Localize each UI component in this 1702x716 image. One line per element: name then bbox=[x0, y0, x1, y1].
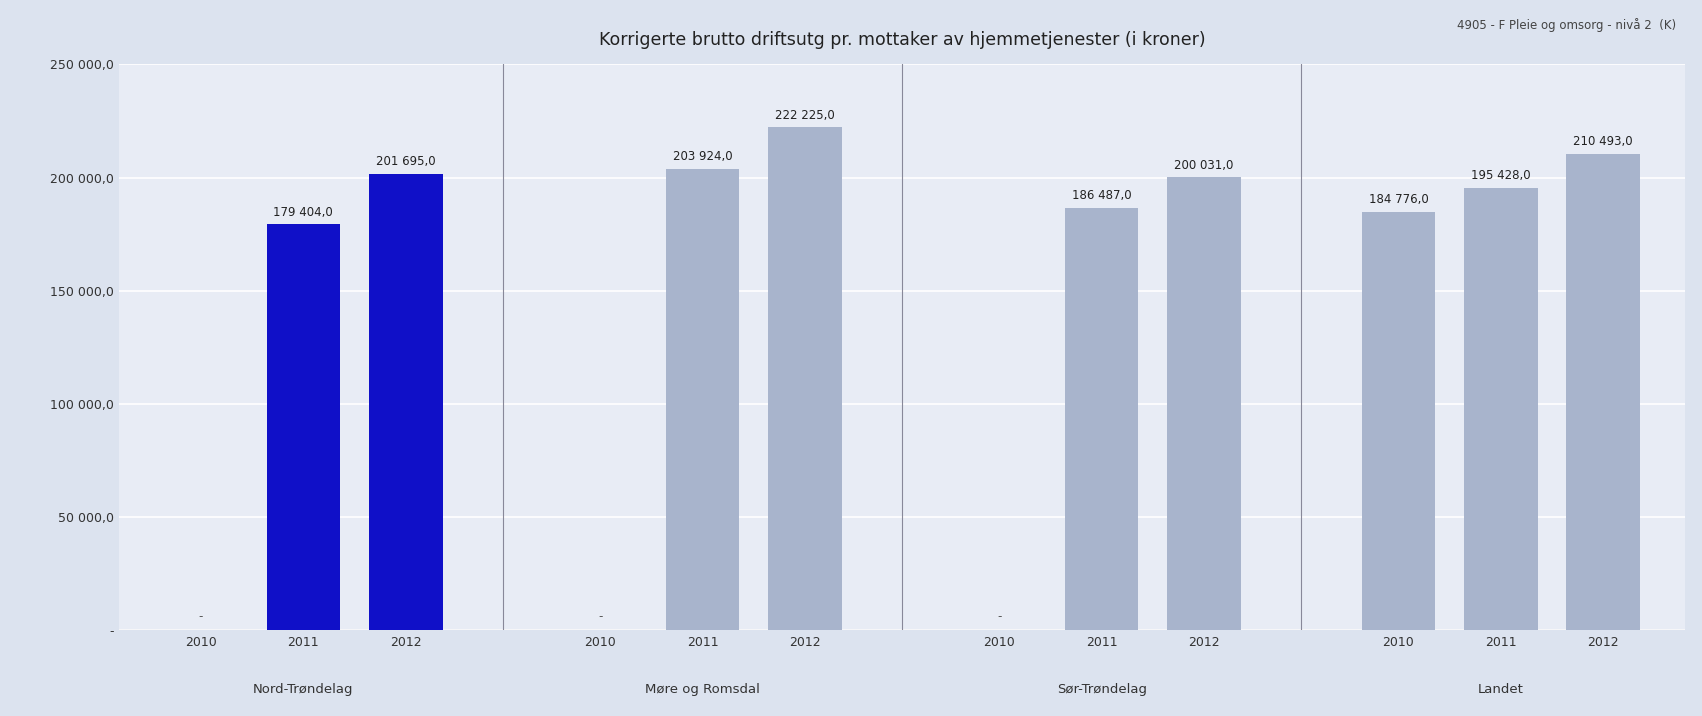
Text: Nord-Trøndelag: Nord-Trøndelag bbox=[254, 683, 354, 696]
Title: Korrigerte brutto driftsutg pr. mottaker av hjemmetjenester (i kroner): Korrigerte brutto driftsutg pr. mottaker… bbox=[599, 31, 1205, 49]
Text: 4905 - F Pleie og omsorg - nivå 2  (K): 4905 - F Pleie og omsorg - nivå 2 (K) bbox=[1457, 18, 1676, 32]
Text: -: - bbox=[997, 610, 1001, 624]
Bar bbox=[369, 174, 443, 630]
Text: 195 428,0: 195 428,0 bbox=[1471, 169, 1530, 183]
Text: 184 776,0: 184 776,0 bbox=[1368, 193, 1428, 206]
Bar bbox=[1464, 188, 1537, 630]
Text: 210 493,0: 210 493,0 bbox=[1573, 135, 1632, 148]
Bar bbox=[1362, 212, 1435, 630]
Text: -: - bbox=[597, 610, 603, 624]
Text: -: - bbox=[199, 610, 203, 624]
Bar bbox=[665, 169, 739, 630]
Bar bbox=[267, 224, 340, 630]
Text: 179 404,0: 179 404,0 bbox=[274, 205, 334, 218]
Bar bbox=[1065, 208, 1139, 630]
Bar bbox=[1168, 178, 1241, 630]
Text: 222 225,0: 222 225,0 bbox=[774, 109, 834, 122]
Bar bbox=[1566, 154, 1641, 630]
Text: 203 924,0: 203 924,0 bbox=[672, 150, 732, 163]
Bar bbox=[768, 127, 842, 630]
Text: Møre og Romsdal: Møre og Romsdal bbox=[645, 683, 759, 696]
Text: Landet: Landet bbox=[1477, 683, 1523, 696]
Text: 186 487,0: 186 487,0 bbox=[1072, 190, 1132, 203]
Text: 201 695,0: 201 695,0 bbox=[376, 155, 436, 168]
Text: Sør-Trøndelag: Sør-Trøndelag bbox=[1057, 683, 1147, 696]
Text: 200 031,0: 200 031,0 bbox=[1174, 159, 1234, 172]
